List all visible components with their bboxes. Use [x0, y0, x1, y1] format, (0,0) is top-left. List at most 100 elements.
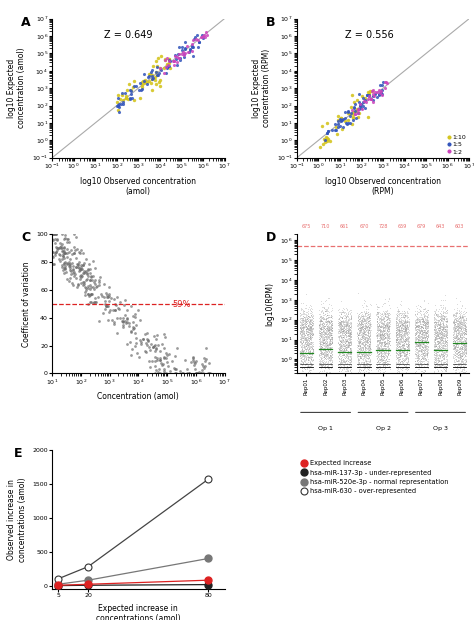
- Point: [423, 333, 431, 343]
- Point: [375, 343, 383, 353]
- Point: [339, 363, 347, 373]
- Point: [400, 309, 408, 319]
- Point: [438, 337, 446, 347]
- Point: [322, 345, 329, 355]
- Point: [442, 322, 450, 332]
- Point: [411, 368, 419, 378]
- Point: [462, 354, 469, 364]
- Point: [423, 368, 430, 378]
- Point: [302, 310, 310, 320]
- Point: [315, 334, 323, 344]
- Point: [460, 318, 467, 328]
- Point: [356, 100, 364, 110]
- Point: [343, 350, 351, 360]
- Point: [306, 365, 314, 375]
- Point: [462, 348, 470, 358]
- Point: [456, 322, 463, 332]
- Point: [432, 355, 440, 365]
- Point: [424, 335, 431, 345]
- Point: [455, 321, 463, 330]
- Point: [301, 330, 309, 340]
- Point: [453, 334, 461, 344]
- Point: [438, 327, 446, 337]
- Point: [402, 339, 410, 349]
- Point: [304, 344, 312, 354]
- Point: [381, 339, 389, 348]
- Point: [335, 319, 342, 329]
- Point: [342, 314, 350, 324]
- Point: [435, 355, 443, 365]
- Point: [362, 330, 370, 340]
- Point: [374, 356, 382, 366]
- Point: [328, 310, 335, 320]
- Point: [401, 346, 408, 356]
- Point: [324, 344, 332, 354]
- Point: [386, 314, 393, 324]
- Point: [364, 313, 371, 323]
- Point: [325, 324, 333, 334]
- Point: [434, 337, 442, 347]
- Point: [380, 337, 388, 347]
- Point: [298, 342, 306, 352]
- Point: [200, 32, 207, 42]
- Point: [401, 337, 409, 347]
- Point: [420, 350, 428, 360]
- Point: [308, 320, 316, 330]
- Point: [419, 340, 427, 350]
- Point: [383, 332, 391, 342]
- Point: [398, 317, 406, 327]
- Point: [414, 337, 422, 347]
- Point: [382, 339, 389, 349]
- Point: [456, 311, 464, 321]
- Point: [377, 339, 385, 349]
- Point: [439, 323, 447, 333]
- Point: [384, 347, 392, 357]
- Point: [343, 330, 350, 340]
- Point: [423, 350, 431, 360]
- Point: [345, 332, 353, 342]
- Point: [359, 320, 366, 330]
- Point: [418, 312, 425, 322]
- Point: [415, 341, 423, 351]
- Point: [346, 327, 353, 337]
- Point: [342, 336, 350, 346]
- Point: [364, 350, 372, 360]
- Point: [411, 309, 419, 319]
- Point: [442, 356, 449, 366]
- Point: [318, 337, 326, 347]
- Point: [309, 339, 316, 348]
- Point: [400, 321, 407, 330]
- Point: [386, 335, 393, 345]
- Point: [451, 325, 458, 335]
- Point: [358, 352, 366, 361]
- Point: [456, 323, 463, 333]
- Point: [412, 339, 420, 348]
- Point: [316, 339, 324, 348]
- Point: [417, 356, 424, 366]
- Point: [374, 357, 382, 367]
- Point: [452, 339, 460, 349]
- Point: [438, 328, 446, 338]
- Point: [301, 320, 309, 330]
- Point: [442, 317, 450, 327]
- Point: [438, 332, 445, 342]
- Point: [377, 337, 385, 347]
- Point: [306, 327, 314, 337]
- Point: [375, 346, 383, 356]
- Point: [152, 346, 159, 356]
- Point: [438, 316, 445, 326]
- Point: [364, 328, 372, 338]
- Point: [403, 349, 410, 359]
- Point: [346, 317, 354, 327]
- Point: [323, 368, 331, 378]
- Point: [396, 368, 404, 378]
- Point: [412, 321, 420, 331]
- Point: [337, 325, 345, 335]
- Point: [395, 325, 402, 335]
- Point: [433, 345, 440, 355]
- Point: [434, 323, 442, 333]
- Point: [457, 337, 465, 347]
- Point: [439, 340, 447, 350]
- Point: [306, 349, 313, 359]
- Point: [454, 356, 461, 366]
